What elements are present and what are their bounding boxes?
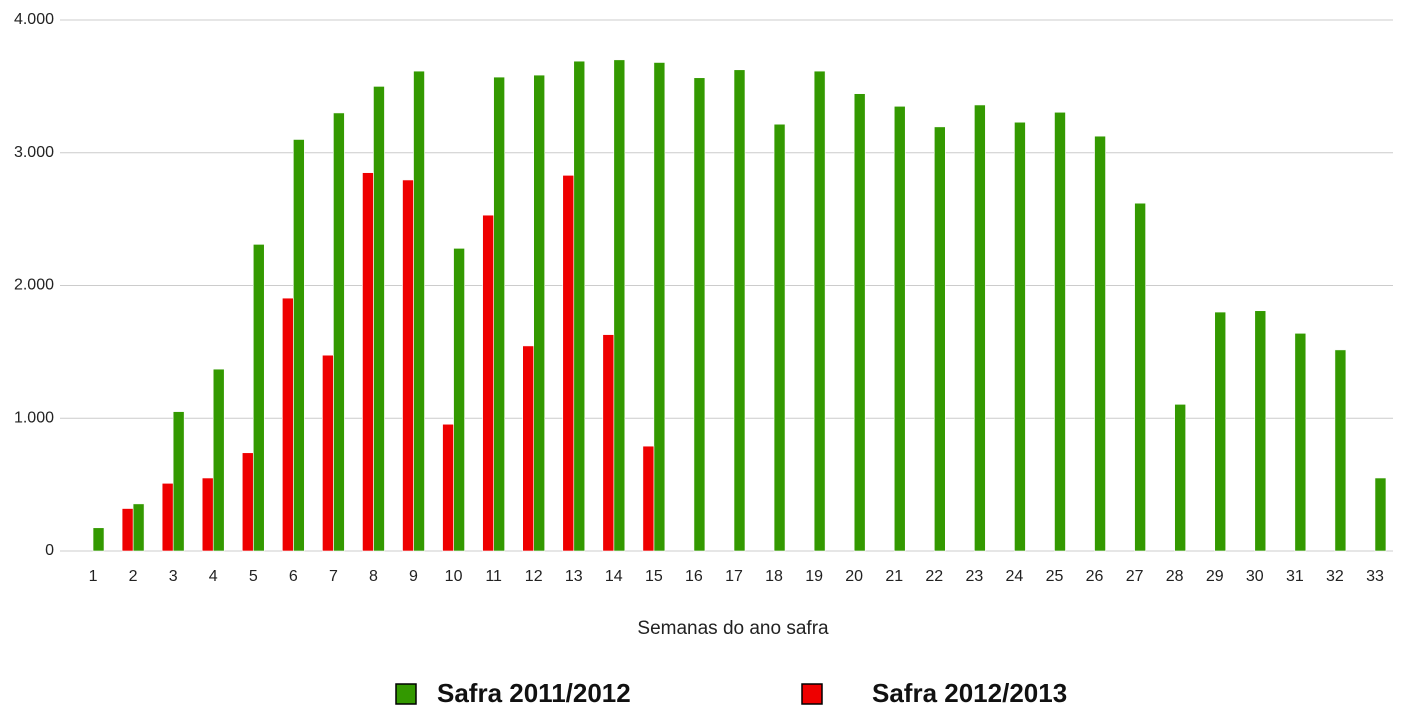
x-tick-label: 22	[925, 568, 943, 585]
bar	[413, 70, 425, 552]
bar	[172, 411, 185, 552]
bar	[853, 93, 866, 552]
bar	[442, 423, 454, 552]
x-tick-label: 20	[845, 568, 863, 585]
bar	[522, 345, 534, 552]
x-tick-label: 13	[565, 568, 583, 585]
x-tick-label: 10	[445, 568, 463, 585]
x-tick-label: 2	[129, 568, 138, 585]
bar	[322, 354, 334, 552]
bar	[132, 503, 145, 552]
legend-label: Safra 2012/2013	[872, 678, 1067, 708]
bar	[161, 482, 174, 552]
x-tick-label: 14	[605, 568, 623, 585]
bar	[241, 452, 254, 552]
legend-swatch	[395, 683, 417, 705]
bar	[1094, 135, 1106, 552]
x-tick-label: 9	[409, 568, 418, 585]
x-tick-label: 17	[725, 568, 743, 585]
x-tick-label: 26	[1086, 568, 1104, 585]
x-tick-label: 7	[329, 568, 338, 585]
x-axis-title: Semanas do ano safra	[637, 618, 829, 639]
bar	[212, 368, 225, 552]
x-tick-label: 25	[1046, 568, 1064, 585]
bar	[453, 248, 465, 552]
bar	[562, 175, 575, 552]
y-tick-label: 4.000	[14, 11, 54, 28]
bar	[1054, 111, 1066, 552]
bar	[1334, 349, 1347, 552]
bar	[1014, 121, 1026, 552]
bar	[1254, 310, 1267, 552]
bar	[813, 70, 826, 552]
x-tick-label: 16	[685, 568, 703, 585]
bar	[934, 126, 946, 552]
bar	[92, 527, 105, 552]
bar	[573, 60, 586, 552]
bar	[1374, 477, 1387, 552]
x-tick-label: 21	[885, 568, 903, 585]
bar	[1294, 332, 1307, 552]
x-tick-label: 4	[209, 568, 218, 585]
bar	[693, 77, 706, 552]
x-tick-label: 6	[289, 568, 298, 585]
x-tick-label: 24	[1006, 568, 1024, 585]
x-tick-label: 18	[765, 568, 783, 585]
x-tick-label: 31	[1286, 568, 1304, 585]
bar	[974, 104, 986, 552]
bar	[252, 244, 265, 552]
x-tick-label: 23	[965, 568, 983, 585]
bar	[602, 334, 615, 552]
bar	[642, 445, 655, 552]
x-tick-label: 15	[645, 568, 663, 585]
y-tick-label: 3.000	[14, 144, 54, 161]
x-tick-label: 12	[525, 568, 543, 585]
bar	[533, 74, 545, 552]
bar	[773, 123, 786, 552]
bar	[121, 508, 134, 552]
bar	[402, 179, 414, 552]
bar	[362, 172, 374, 552]
x-tick-label: 1	[89, 568, 98, 585]
x-tick-label: 27	[1126, 568, 1144, 585]
x-tick-label: 28	[1166, 568, 1184, 585]
bar	[893, 105, 906, 552]
bar	[201, 477, 214, 552]
x-tick-label: 29	[1206, 568, 1224, 585]
x-tick-label: 32	[1326, 568, 1344, 585]
y-tick-label: 1.000	[14, 409, 54, 426]
bar	[1214, 311, 1227, 552]
bar	[493, 76, 505, 552]
bar	[1174, 404, 1186, 552]
y-tick-label: 0	[45, 542, 54, 559]
legend-label: Safra 2011/2012	[437, 678, 631, 708]
y-tick-label: 2.000	[14, 277, 54, 294]
bar	[733, 69, 746, 552]
x-tick-label: 11	[485, 568, 502, 585]
bar	[1134, 202, 1146, 552]
x-tick-label: 19	[805, 568, 823, 585]
x-tick-label: 33	[1366, 568, 1384, 585]
x-tick-label: 3	[169, 568, 178, 585]
bar	[482, 214, 494, 552]
bar	[373, 86, 385, 552]
bar	[613, 59, 626, 552]
bar	[653, 62, 666, 552]
x-tick-label: 30	[1246, 568, 1264, 585]
x-tick-label: 8	[369, 568, 378, 585]
x-tick-label: 5	[249, 568, 258, 585]
legend-swatch	[801, 683, 823, 705]
bar	[333, 112, 345, 552]
bar	[282, 297, 294, 552]
bar	[293, 139, 305, 552]
